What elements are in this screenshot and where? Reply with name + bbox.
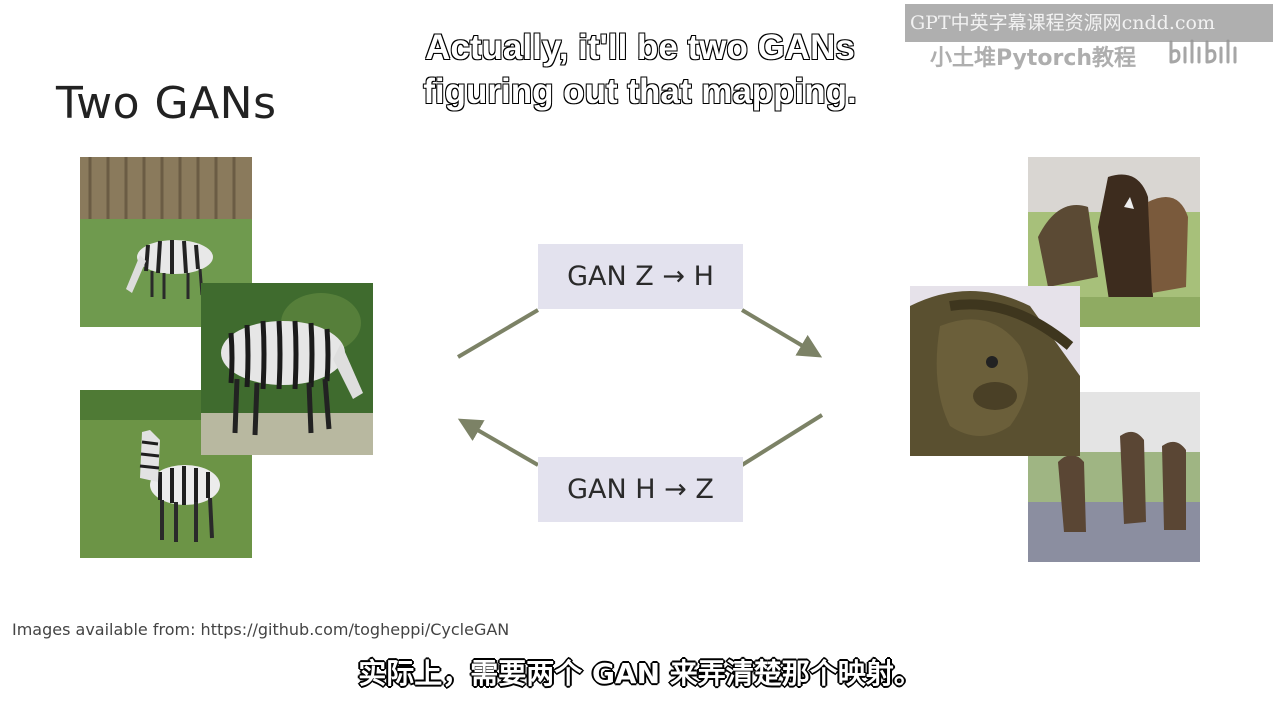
zebra-photo-1 [80,157,252,327]
gan-h-to-z-box: GAN H → Z [538,457,743,522]
horse-photo-2 [910,286,1080,456]
arrow-h-to-z [457,418,540,467]
bilibili-logo-icon [1169,39,1237,64]
zebra-photo-3 [80,390,252,558]
subtitle-english-line1: Actually, it'll be two GANs [424,27,855,68]
gan-z-to-h-box: GAN Z → H [538,244,743,309]
slide-title: Two GANs [56,78,277,129]
subtitle-english: Actually, it'll be two GANs figuring out… [340,26,940,114]
subtitle-chinese: 实际上，需要两个 GAN 来弄清楚那个映射。 [358,657,922,690]
image-credit: Images available from: https://github.co… [12,620,510,639]
subtitle-english-line2: figuring out that mapping. [422,71,857,112]
gan-h-to-z-label: GAN H → Z [567,474,714,505]
arrow-bottom-right-segment [740,413,824,467]
gan-z-to-h-label: GAN Z → H [567,261,714,292]
cycle-arrows [456,308,824,467]
watermark-text: GPT中英字幕课程资源网cndd.com [910,12,1215,34]
arrow-top-left-segment [456,308,540,359]
zebra-photo-2 [201,283,373,455]
arrow-z-to-h [740,308,823,358]
watermark-banner [905,4,1273,42]
watermark-channel-text: 小土堆Pytorch教程 [930,46,1137,71]
